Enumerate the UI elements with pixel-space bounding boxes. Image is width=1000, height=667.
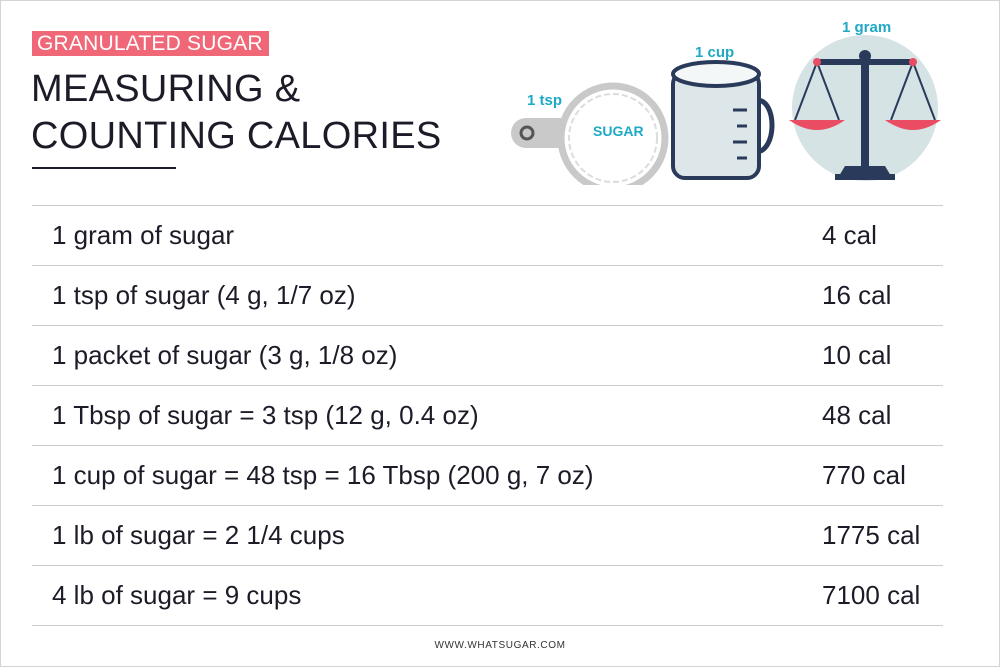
calorie-table: 1 gram of sugar 4 cal 1 tsp of sugar (4 …	[32, 205, 943, 626]
table-row: 1 gram of sugar 4 cal	[32, 206, 943, 266]
row-calories: 7100 cal	[822, 580, 921, 610]
page-title: MEASURING & COUNTING CALORIES	[31, 66, 441, 160]
row-label: 4 lb of sugar = 9 cups	[52, 580, 302, 610]
row-label: 1 gram of sugar	[52, 220, 235, 250]
title-line-2: COUNTING CALORIES	[31, 115, 442, 157]
row-calories: 10 cal	[822, 340, 892, 370]
row-label: 1 packet of sugar (3 g, 1/8 oz)	[52, 340, 398, 370]
category-tag: GRANULATED SUGAR	[32, 31, 269, 56]
row-calories: 4 cal	[822, 220, 877, 250]
table-row: 1 lb of sugar = 2 1/4 cups 1775 cal	[32, 506, 943, 566]
row-calories: 1775 cal	[822, 520, 921, 550]
scale-icon	[789, 35, 941, 181]
cup-label: 1 cup	[695, 44, 735, 61]
row-calories: 48 cal	[822, 400, 892, 430]
table-row: 1 cup of sugar = 48 tsp = 16 Tbsp (200 g…	[32, 446, 943, 506]
table-row: 4 lb of sugar = 9 cups 7100 cal	[32, 566, 943, 626]
table-row: 1 packet of sugar (3 g, 1/8 oz) 10 cal	[32, 326, 943, 386]
row-label: 1 Tbsp of sugar = 3 tsp (12 g, 0.4 oz)	[52, 400, 479, 430]
tsp-label: 1 tsp	[527, 92, 563, 109]
table-row: 1 tsp of sugar (4 g, 1/7 oz) 16 cal	[32, 266, 943, 326]
measuring-cup-icon	[671, 60, 775, 180]
footer-url: WWW.WHATSUGAR.COM	[434, 640, 566, 651]
row-calories: 770 cal	[822, 460, 906, 490]
scale-label: 1 gram	[842, 19, 892, 36]
row-label: 1 tsp of sugar (4 g, 1/7 oz)	[52, 280, 356, 310]
row-label: 1 lb of sugar = 2 1/4 cups	[52, 520, 345, 550]
table-row: 1 Tbsp of sugar = 3 tsp (12 g, 0.4 oz) 4…	[32, 386, 943, 446]
row-label: 1 cup of sugar = 48 tsp = 16 Tbsp (200 g…	[52, 460, 594, 490]
teaspoon-icon	[511, 82, 669, 194]
tsp-sugar-text: SUGAR	[593, 123, 644, 139]
measuring-illustrations: 1 tsp SUGAR 1 cup 1 gram	[505, 10, 965, 194]
illustrations-art	[511, 35, 941, 194]
title-line-1: MEASURING &	[31, 68, 301, 110]
row-calories: 16 cal	[822, 280, 892, 310]
title-underline	[32, 167, 176, 169]
